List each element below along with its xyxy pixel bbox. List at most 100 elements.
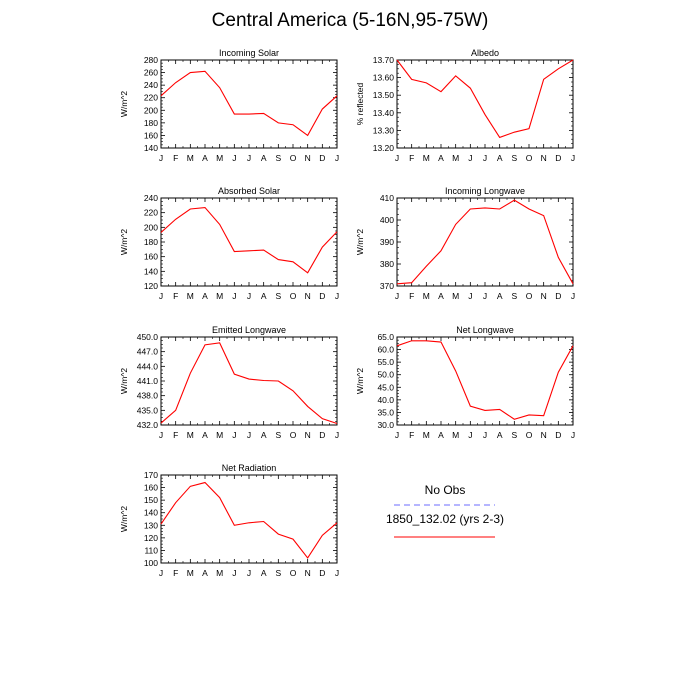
y-tick-label: 140 [144,143,158,153]
y-tick-label: 110 [144,545,158,555]
y-tick-label: 432.0 [137,420,159,430]
x-tick-label: D [319,430,325,440]
y-axis-label: W/m^2 [355,368,365,394]
data-point [306,272,308,274]
y-tick-label: 13.20 [373,143,395,153]
y-tick-label: 450.0 [137,332,159,342]
data-point [204,481,206,483]
y-tick-label: 160 [144,252,158,262]
data-point [248,378,250,380]
data-point [498,408,500,410]
data-point [454,75,456,77]
x-tick-label: D [319,153,325,163]
x-tick-label: S [511,153,517,163]
y-tick-label: 447.0 [137,347,159,357]
panel-title: Net Longwave [456,325,514,335]
x-tick-label: F [173,291,178,301]
y-tick-label: 140 [144,508,158,518]
x-tick-label: M [187,430,194,440]
y-axis-label: W/m^2 [119,229,129,255]
y-tick-label: 260 [144,68,158,78]
panel-title: Net Radiation [222,463,277,473]
y-tick-label: 13.70 [373,55,395,65]
y-tick-label: 280 [144,55,158,65]
data-point [277,258,279,260]
x-tick-label: A [202,430,208,440]
x-tick-label: S [275,430,281,440]
x-tick-label: A [261,568,267,578]
x-tick-label: A [261,430,267,440]
x-tick-label: J [335,568,339,578]
legend-label: No Obs [425,483,466,497]
x-tick-label: J [247,568,251,578]
x-tick-label: J [232,153,236,163]
x-tick-label: N [305,568,311,578]
data-point [189,71,191,73]
x-tick-label: J [232,430,236,440]
y-tick-label: 170 [144,470,158,480]
x-tick-label: D [319,291,325,301]
x-tick-label: S [275,291,281,301]
x-tick-label: A [438,291,444,301]
y-tick-label: 240 [144,193,158,203]
series-line [396,340,574,420]
data-point [425,82,427,84]
y-tick-label: 60.0 [377,345,394,355]
y-tick-label: 120 [144,281,158,291]
panel-title: Incoming Solar [219,48,279,58]
data-point [572,283,574,285]
x-tick-label: J [159,153,163,163]
data-point [277,122,279,124]
panel-title: Absorbed Solar [218,186,280,196]
data-point [572,59,574,61]
data-point [425,265,427,267]
data-point [218,496,220,498]
y-tick-label: 390 [380,237,394,247]
data-point [336,422,338,424]
data-point [262,520,264,522]
x-tick-label: A [438,430,444,440]
x-tick-label: O [290,568,297,578]
x-tick-label: M [187,568,194,578]
x-tick-label: D [319,568,325,578]
y-tick-label: 441.0 [137,376,159,386]
series-line [396,59,574,139]
data-point [396,345,398,347]
y-tick-label: 160 [144,130,158,140]
x-tick-label: N [305,430,311,440]
x-tick-label: J [395,153,399,163]
x-tick-label: M [187,291,194,301]
x-tick-label: A [497,153,503,163]
x-tick-label: A [202,153,208,163]
panel-title: Incoming Longwave [445,186,525,196]
data-point [440,90,442,92]
y-axis-label: W/m^2 [119,368,129,394]
x-tick-label: J [571,291,575,301]
data-point [218,86,220,88]
data-point [189,485,191,487]
x-tick-label: O [526,291,533,301]
data-point [336,522,338,524]
data-point [306,134,308,136]
x-tick-label: F [409,430,414,440]
y-tick-label: 13.50 [373,90,395,100]
series-line [160,206,338,274]
data-point [469,208,471,210]
x-tick-label: F [173,568,178,578]
series-line [160,481,338,559]
data-point [174,218,176,220]
plot-frame [396,59,574,149]
x-tick-label: O [526,430,533,440]
legend-label: 1850_132.02 (yrs 2-3) [386,512,504,526]
y-tick-label: 370 [380,281,394,291]
data-point [292,390,294,392]
data-point [306,557,308,559]
data-point [204,206,206,208]
data-point [396,283,398,285]
plot-frame [160,474,338,564]
data-point [277,533,279,535]
y-tick-label: 13.40 [373,108,395,118]
x-tick-label: M [216,291,223,301]
x-tick-label: J [247,291,251,301]
